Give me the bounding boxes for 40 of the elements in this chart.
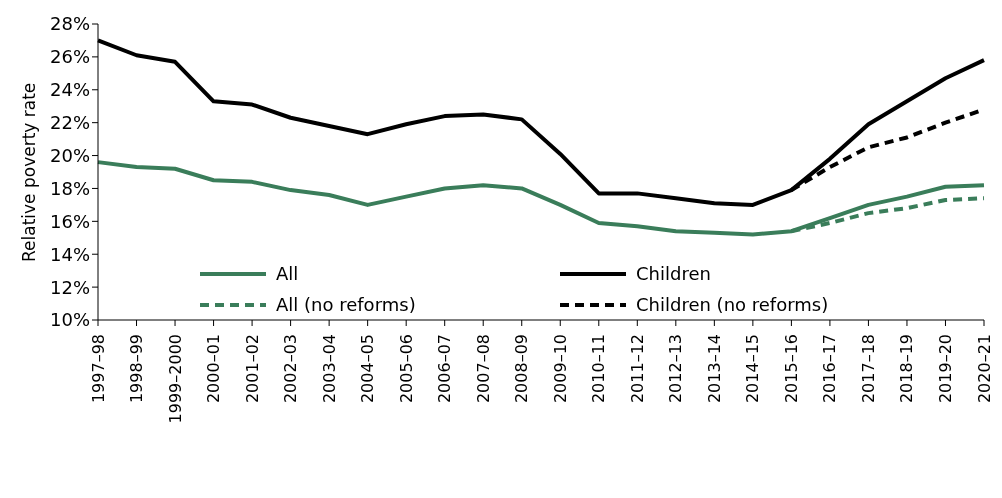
y-tick-label: 16% xyxy=(49,210,90,232)
x-tick-label: 2020–21 xyxy=(974,334,994,404)
x-tick-label: 2006–07 xyxy=(435,334,455,404)
x-tick-label: 2014–15 xyxy=(743,334,763,404)
y-tick-label: 24% xyxy=(49,79,90,101)
legend-label: All xyxy=(276,263,299,284)
x-tick-label: 2011–12 xyxy=(627,334,647,404)
x-tick-label: 1999–2000 xyxy=(165,334,185,424)
x-tick-label: 1998–99 xyxy=(127,334,147,404)
legend-label: Children xyxy=(636,263,711,284)
x-tick-label: 2019–20 xyxy=(935,334,955,404)
y-tick-label: 28% xyxy=(49,13,90,35)
x-tick-label: 2010–11 xyxy=(589,334,609,404)
y-axis-title: Relative poverty rate xyxy=(19,82,40,262)
y-tick-label: 18% xyxy=(49,177,90,199)
x-tick-label: 2016–17 xyxy=(820,334,840,404)
y-tick-label: 22% xyxy=(49,112,90,134)
x-tick-label: 2004–05 xyxy=(358,334,378,404)
y-tick-label: 26% xyxy=(49,46,90,68)
x-tick-label: 2001–02 xyxy=(242,334,262,404)
y-tick-label: 12% xyxy=(49,276,90,298)
y-tick-label: 20% xyxy=(49,144,90,166)
x-tick-label: 2013–14 xyxy=(704,334,724,404)
x-tick-label: 2009–10 xyxy=(550,334,570,404)
x-tick-label: 2018–19 xyxy=(897,334,917,404)
y-tick-label: 14% xyxy=(49,243,90,265)
y-tick-label: 10% xyxy=(49,309,90,331)
x-tick-label: 2017–18 xyxy=(858,334,878,404)
x-tick-label: 2005–06 xyxy=(396,334,416,404)
x-tick-label: 2002–03 xyxy=(281,334,301,404)
x-tick-label: 2012–13 xyxy=(666,334,686,404)
legend-label: All (no reforms) xyxy=(276,294,416,315)
line-series xyxy=(96,160,986,237)
legend-label: Children (no reforms) xyxy=(636,294,829,315)
x-tick-label: 2015–16 xyxy=(781,334,801,404)
x-tick-label: 2008–09 xyxy=(512,334,532,404)
x-tick-label: 2003–04 xyxy=(319,334,339,404)
x-tick-label: 1997–98 xyxy=(88,334,108,404)
x-tick-label: 2000–01 xyxy=(204,334,224,404)
x-tick-label: 2007–08 xyxy=(473,334,493,404)
